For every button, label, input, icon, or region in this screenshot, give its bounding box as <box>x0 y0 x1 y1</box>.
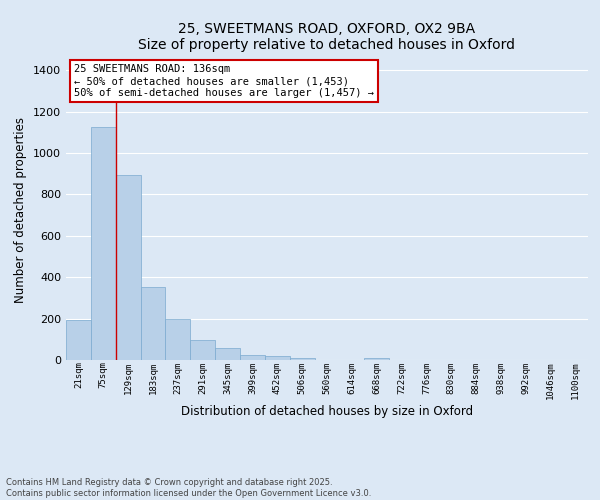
Text: 25 SWEETMANS ROAD: 136sqm
← 50% of detached houses are smaller (1,453)
50% of se: 25 SWEETMANS ROAD: 136sqm ← 50% of detac… <box>74 64 374 98</box>
Y-axis label: Number of detached properties: Number of detached properties <box>14 117 28 303</box>
Bar <box>166 319 190 360</box>
Bar <box>290 358 314 360</box>
Text: Contains HM Land Registry data © Crown copyright and database right 2025.
Contai: Contains HM Land Registry data © Crown c… <box>6 478 371 498</box>
Bar <box>66 320 91 360</box>
Bar <box>215 348 240 360</box>
Title: 25, SWEETMANS ROAD, OXFORD, OX2 9BA
Size of property relative to detached houses: 25, SWEETMANS ROAD, OXFORD, OX2 9BA Size… <box>139 22 515 52</box>
Bar <box>116 175 140 360</box>
Bar <box>364 358 389 360</box>
X-axis label: Distribution of detached houses by size in Oxford: Distribution of detached houses by size … <box>181 404 473 417</box>
Bar <box>91 127 116 360</box>
Bar <box>265 356 290 360</box>
Bar <box>240 356 265 360</box>
Bar <box>140 286 166 360</box>
Bar <box>190 340 215 360</box>
